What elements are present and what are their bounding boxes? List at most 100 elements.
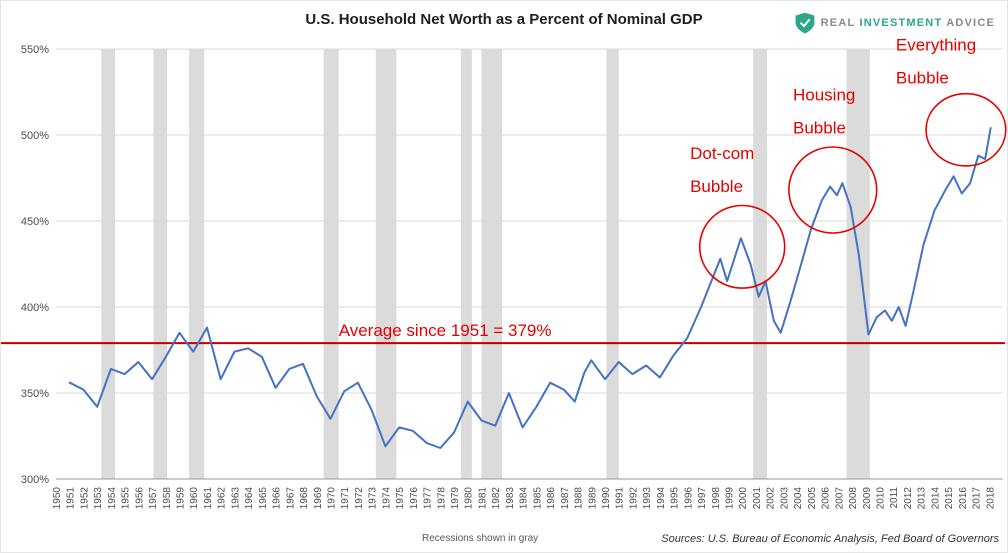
recession-band <box>153 49 168 479</box>
recession-band <box>753 49 767 479</box>
x-tick-label: 1951 <box>66 487 77 510</box>
x-tick-label: 1994 <box>656 487 667 510</box>
x-tick-label: 1964 <box>244 487 255 510</box>
series-line <box>68 127 992 449</box>
recessions-note: Recessions shown in gray <box>422 533 539 544</box>
shield-check-icon <box>795 12 815 34</box>
x-tick-label: 1967 <box>285 487 296 510</box>
x-tick-label: 1971 <box>340 487 351 510</box>
x-tick-label: 1989 <box>587 487 598 510</box>
brand-word-investment: INVESTMENT <box>859 17 943 29</box>
x-tick-label: 2016 <box>958 487 969 510</box>
x-tick-label: 2007 <box>834 487 845 510</box>
x-tick-label: 1982 <box>491 487 502 510</box>
x-tick-label: 2009 <box>862 487 873 510</box>
x-tick-label: 2011 <box>889 487 900 509</box>
x-tick-label: 1977 <box>423 487 434 510</box>
x-tick-label: 1980 <box>464 487 475 510</box>
brand-word-real: REAL <box>820 17 856 29</box>
x-tick-label: 1985 <box>532 487 543 510</box>
annotation-everything-bubble: Everything <box>896 36 976 55</box>
x-tick-label: 1987 <box>560 487 571 510</box>
x-tick-label: 1963 <box>230 487 241 510</box>
x-tick-label: 1999 <box>725 487 736 510</box>
x-tick-label: 2004 <box>793 487 804 510</box>
x-tick-label: 2018 <box>985 487 996 510</box>
y-tick-label: 400% <box>21 302 49 314</box>
x-tick-label: 1959 <box>176 487 187 510</box>
annotation-housing-bubble: Housing <box>793 86 855 105</box>
x-tick-label: 2002 <box>766 487 777 510</box>
x-tick-label: 1988 <box>574 487 585 510</box>
x-tick-label: 2010 <box>876 487 887 510</box>
y-tick-label: 550% <box>21 44 49 56</box>
annotation-dotcom-bubble: Dot-com <box>690 144 754 163</box>
x-tick-label: 1986 <box>546 487 557 510</box>
x-tick-label: 1952 <box>79 487 90 510</box>
recession-band <box>323 49 339 479</box>
x-tick-label: 1976 <box>409 487 420 510</box>
x-tick-label: 1984 <box>519 487 530 510</box>
x-tick-label: 2015 <box>944 487 955 510</box>
y-tick-label: 350% <box>21 388 49 400</box>
x-tick-label: 1991 <box>615 487 626 510</box>
recession-band <box>846 49 870 479</box>
x-tick-label: 1958 <box>162 487 173 510</box>
x-tick-label: 1992 <box>628 487 639 510</box>
x-tick-label: 1973 <box>368 487 379 510</box>
dotcom-circle <box>698 204 786 289</box>
x-tick-label: 2014 <box>930 487 941 510</box>
x-tick-label: 1966 <box>272 487 283 510</box>
x-tick-label: 2000 <box>738 487 749 510</box>
x-tick-label: 1968 <box>299 487 310 510</box>
x-tick-label: 1975 <box>395 487 406 510</box>
recession-band <box>375 49 397 479</box>
x-tick-label: 2001 <box>752 487 763 510</box>
x-tick-label: 2012 <box>903 487 914 510</box>
x-tick-label: 2008 <box>848 487 859 510</box>
x-tick-label: 1955 <box>121 487 132 510</box>
x-tick-label: 2006 <box>821 487 832 510</box>
x-tick-label: 1990 <box>601 487 612 510</box>
annotation-dotcom-bubble: Bubble <box>690 177 743 196</box>
x-tick-label: 1995 <box>670 487 681 510</box>
x-tick-label: 1978 <box>436 487 447 510</box>
x-tick-label: 1970 <box>327 487 338 510</box>
x-tick-label: 1956 <box>134 487 145 510</box>
x-tick-label: 1961 <box>203 487 214 510</box>
housing-circle <box>788 146 878 234</box>
sources-note: Sources: U.S. Bureau of Economic Analysi… <box>661 533 999 545</box>
brand-logo: REAL INVESTMENT ADVICE <box>795 12 995 34</box>
x-tick-label: 1950 <box>52 487 63 510</box>
x-tick-label: 1983 <box>505 487 516 510</box>
x-tick-label: 1969 <box>313 487 324 510</box>
y-tick-label: 300% <box>21 474 49 486</box>
brand-word-advice: ADVICE <box>946 17 995 29</box>
x-tick-label: 1981 <box>478 487 489 510</box>
x-tick-label: 2003 <box>779 487 790 510</box>
x-tick-label: 1953 <box>93 487 104 510</box>
x-tick-label: 1993 <box>642 487 653 510</box>
x-tick-label: 1996 <box>683 487 694 510</box>
x-tick-label: 2017 <box>972 487 983 510</box>
brand-name: REAL INVESTMENT ADVICE <box>821 17 995 29</box>
x-tick-label: 2005 <box>807 487 818 510</box>
y-tick-label: 450% <box>21 216 49 228</box>
x-tick-label: 1972 <box>354 487 365 510</box>
y-tick-label: 500% <box>21 130 49 142</box>
recession-band <box>481 49 503 479</box>
annotation-average-label: Average since 1951 = 379% <box>339 321 552 340</box>
recession-band <box>460 49 472 479</box>
recession-band <box>101 49 115 479</box>
x-tick-label: 1957 <box>148 487 159 510</box>
annotation-housing-bubble: Bubble <box>793 119 846 138</box>
x-tick-label: 1962 <box>217 487 228 510</box>
x-tick-label: 1998 <box>711 487 722 510</box>
chart-title: U.S. Household Net Worth as a Percent of… <box>305 11 703 28</box>
annotation-everything-bubble: Bubble <box>896 69 949 88</box>
x-tick-label: 1997 <box>697 487 708 510</box>
x-tick-label: 1979 <box>450 487 461 510</box>
x-tick-label: 1965 <box>258 487 269 510</box>
